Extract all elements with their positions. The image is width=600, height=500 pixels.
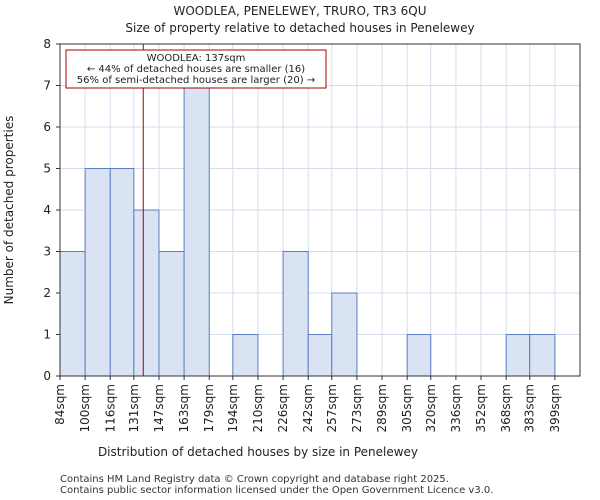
x-axis-ticks: 84sqm 100sqm 116sqm 131sqm 147sqm 163sqm 179sq…: [53, 376, 562, 432]
annotation-line-2: ← 44% of detached houses are smaller (16…: [87, 64, 305, 75]
x-tick-label: 84sqm: [53, 384, 67, 425]
x-tick-label: 194sqm: [226, 384, 240, 432]
x-tick-label: 368sqm: [499, 384, 513, 432]
y-axis-ticks: 0 1 2 3 4 5 6 7 8: [43, 37, 60, 383]
x-tick-label: 226sqm: [276, 384, 290, 432]
x-tick-label: 147sqm: [152, 384, 166, 432]
annotation-line-1: WOODLEA: 137sqm: [147, 53, 246, 64]
bar-131sqm: [133, 209, 160, 377]
bar-368sqm: [505, 334, 531, 377]
x-tick-label: 131sqm: [127, 384, 141, 432]
bar-257sqm: [331, 292, 358, 377]
x-tick-label: 383sqm: [523, 384, 537, 432]
bar-163sqm: [183, 85, 210, 377]
chart-subtitle: Size of property relative to detached ho…: [125, 21, 475, 35]
x-tick-label: 242sqm: [301, 384, 315, 432]
x-tick-label: 179sqm: [202, 384, 216, 432]
x-tick-label: 210sqm: [251, 384, 265, 432]
y-tick-label: 4: [43, 203, 51, 217]
bar-100sqm: [84, 168, 111, 377]
y-tick-label: 7: [43, 79, 51, 93]
histogram-chart: 0 1 2 3 4 5 6 7 8 84sqm 100sqm 116sqm 131sqm 147sqm 1…: [2, 37, 581, 459]
bar-383sqm: [529, 334, 556, 377]
y-tick-label: 1: [43, 328, 51, 342]
x-tick-label: 399sqm: [548, 384, 562, 432]
bar-147sqm: [158, 251, 185, 377]
chart-title: WOODLEA, PENELEWEY, TRURO, TR3 6QU: [173, 4, 427, 18]
bar-305sqm: [406, 334, 432, 377]
x-tick-label: 163sqm: [177, 384, 191, 432]
x-tick-label: 320sqm: [424, 384, 438, 432]
y-tick-label: 8: [43, 37, 51, 51]
y-tick-label: 0: [43, 369, 51, 383]
footer-line-1: Contains HM Land Registry data © Crown c…: [60, 474, 449, 485]
bar-226sqm: [282, 251, 309, 377]
x-tick-label: 257sqm: [325, 384, 339, 432]
y-axis-label: Number of detached properties: [2, 116, 16, 305]
bar-194sqm: [232, 334, 259, 377]
y-tick-label: 2: [43, 286, 51, 300]
x-tick-label: 305sqm: [400, 384, 414, 432]
y-tick-label: 5: [43, 162, 51, 176]
annotation-line-3: 56% of semi-detached houses are larger (…: [77, 75, 315, 86]
y-tick-label: 6: [43, 120, 51, 134]
x-tick-label: 273sqm: [350, 384, 364, 432]
bar-242sqm: [307, 334, 333, 377]
x-tick-label: 336sqm: [449, 384, 463, 432]
x-tick-label: 100sqm: [78, 384, 92, 432]
x-tick-label: 116sqm: [103, 384, 117, 432]
y-tick-label: 3: [43, 245, 51, 259]
x-axis-label: Distribution of detached houses by size …: [98, 445, 418, 459]
bars: [59, 85, 556, 377]
x-tick-label: 352sqm: [474, 384, 488, 432]
annotation-box: WOODLEA: 137sqm ← 44% of detached houses…: [65, 49, 327, 89]
bar-84sqm: [59, 251, 86, 377]
x-tick-label: 289sqm: [375, 384, 389, 432]
bar-116sqm: [109, 168, 135, 377]
annotation-border: [65, 49, 327, 89]
footer-line-2: Contains public sector information licen…: [60, 485, 494, 496]
